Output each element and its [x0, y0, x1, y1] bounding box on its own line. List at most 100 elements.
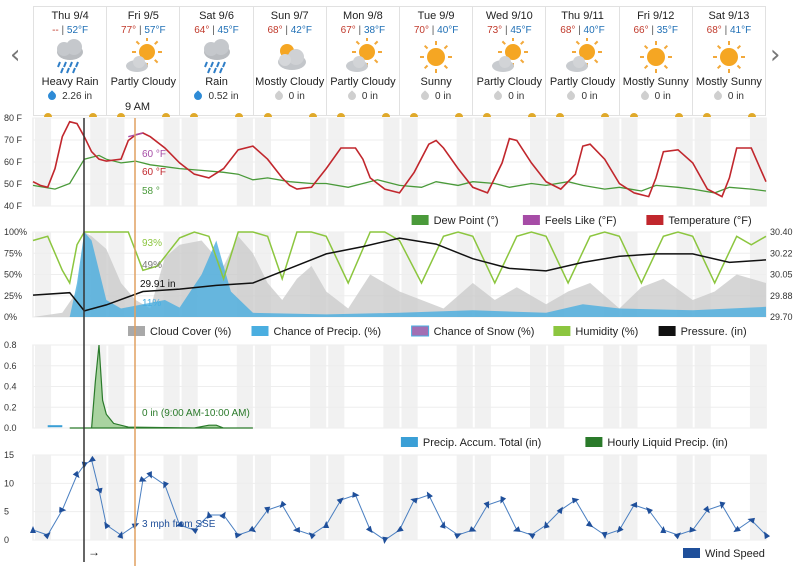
- sunrise-icon: [336, 113, 345, 117]
- day-condition: Rain: [205, 76, 228, 88]
- hourly-precip-area: [69, 344, 253, 429]
- day-card[interactable]: Thu 9/4 -- | 52°F Heavy Rain 2.26 in: [34, 7, 108, 117]
- night-band: [529, 455, 547, 540]
- y-tick-label: 75%: [4, 248, 22, 258]
- wind-arrow-icon: [660, 526, 667, 534]
- day-condition: Partly Cloudy: [110, 76, 177, 88]
- sunrise-sunset-marks: [327, 113, 399, 119]
- sunrise-icon: [556, 113, 565, 117]
- humidity-line: [32, 231, 767, 286]
- day-date: Sat 9/6: [199, 10, 234, 22]
- night-band: [236, 455, 253, 540]
- day-precip: 0 in: [620, 90, 692, 103]
- day-date: Fri 9/5: [127, 10, 159, 22]
- temp-separator: |: [502, 25, 511, 36]
- sunrise-sunset-marks: [546, 113, 618, 119]
- wind-arrow-icon: [483, 501, 490, 509]
- y-tick-label: 0.2: [4, 402, 17, 412]
- pressure-line: [32, 237, 767, 312]
- wind-arrow-icon: [175, 521, 184, 527]
- day-temps: 68° | 42°F: [254, 25, 326, 36]
- sunset-icon: [601, 113, 610, 117]
- day-card[interactable]: Fri 9/5 77° | 57°F Partly Cloudy: [107, 7, 181, 117]
- low-temp: 40°F: [583, 25, 605, 36]
- y-tick-label: 29.70: [770, 312, 793, 322]
- night-band: [401, 455, 418, 540]
- temp-separator: |: [648, 25, 657, 36]
- precip-chance-area: [33, 232, 766, 317]
- day-precip: 0.52 in: [180, 90, 252, 103]
- partly-cloudy-icon: [473, 37, 545, 76]
- low-temp: 41°F: [729, 25, 752, 36]
- wind-arrow-icon: [43, 532, 51, 540]
- legend-swatch: [411, 325, 430, 337]
- day-precip: 2.26 in: [34, 90, 106, 103]
- legend-label: Temperature (°F): [668, 215, 751, 227]
- annotation-label: 60 °F: [142, 149, 166, 160]
- day-card[interactable]: Tue 9/9 70° | 40°F Sunny 0 in: [400, 7, 474, 117]
- high-temp: 70°: [413, 25, 429, 36]
- high-temp: 64°: [194, 25, 210, 36]
- wind-arrow-icon: [733, 525, 741, 533]
- y-tick-label: 50%: [4, 270, 22, 280]
- day-card[interactable]: Sun 9/7 68° | 42°F Mostly Cloudy 0 in: [254, 7, 327, 117]
- annotation-label: 93%: [142, 238, 162, 249]
- previous-arrow-icon[interactable]: ‹: [10, 40, 21, 70]
- night-band: [108, 455, 125, 540]
- y-tick-label: 80 F: [4, 113, 23, 123]
- wind-arrow-icon: [206, 511, 213, 519]
- day-precip: 0 in: [327, 90, 399, 103]
- sunset-icon: [381, 113, 390, 117]
- sunny-icon: [400, 38, 472, 76]
- legend-label: Humidity (%): [575, 326, 638, 338]
- legend-swatch: [683, 548, 700, 558]
- wind-arrow-icon: [719, 501, 726, 509]
- day-card[interactable]: Mon 9/8 67° | 38°F Partly Cloudy 0 in: [327, 7, 401, 117]
- temp-separator: |: [721, 25, 730, 36]
- day-card[interactable]: Sat 9/13 68° | 41°F Mostly Sunny 0 in: [693, 7, 765, 117]
- sunset-icon: [455, 113, 464, 117]
- night-band: [383, 455, 400, 540]
- day-card[interactable]: Thu 9/11 68° | 40°F Partly Cloudy 0 in: [546, 7, 620, 117]
- night-band: [694, 455, 711, 540]
- annotation-label: 60 °F: [142, 167, 166, 178]
- high-temp: 68°: [267, 25, 283, 36]
- y-tick-label: 25%: [4, 291, 22, 301]
- day-condition: Heavy Rain: [41, 76, 99, 88]
- partly-cloudy-icon: [107, 37, 179, 76]
- day-card[interactable]: Wed 9/10 73° | 45°F Partly Cloudy 0 in: [473, 7, 547, 117]
- wind-arrow-icon: [95, 487, 103, 494]
- high-temp: 77°: [121, 25, 137, 36]
- wind-arrow-icon: [104, 521, 111, 530]
- legend-label: Chance of Snow (%): [434, 326, 535, 338]
- legend-swatch: [585, 437, 603, 447]
- sunset-icon: [162, 113, 171, 117]
- wind-arrow-icon: [764, 531, 771, 540]
- night-band: [474, 455, 491, 540]
- sunset-icon: [674, 113, 683, 117]
- next-arrow-icon[interactable]: ›: [770, 40, 781, 70]
- wind-direction-arrow-icon: →: [88, 545, 100, 559]
- legend-label: Feels Like (°F): [545, 215, 617, 227]
- wind-arrow-icon: [571, 497, 580, 504]
- day-precip-amount: 0 in: [581, 91, 598, 102]
- sunrise-icon: [410, 113, 419, 117]
- wind-arrow-icon: [163, 481, 169, 489]
- low-temp: 52°F: [66, 25, 89, 36]
- day-temps: 64° | 45°F: [180, 25, 252, 36]
- day-temps: 77° | 57°F: [107, 25, 179, 36]
- sunrise-icon: [483, 113, 492, 117]
- day-card[interactable]: Sat 9/6 64° | 45°F Rain 0.52 in: [180, 7, 254, 117]
- temp-separator: |: [136, 25, 145, 36]
- day-card[interactable]: Fri 9/12 66° | 35°F Mostly Sunny 0 in: [620, 7, 693, 117]
- day-precip-amount: 0.52 in: [208, 91, 239, 102]
- legend-label: Dew Point (°): [434, 215, 499, 227]
- sunrise-icon: [44, 113, 52, 117]
- wind-arrow-icon: [248, 525, 257, 533]
- day-precip-amount: 0 in: [435, 91, 452, 102]
- wind-arrow-icon: [117, 531, 124, 539]
- high-temp: --: [52, 25, 59, 36]
- hover-time-label: 9 AM: [123, 101, 153, 113]
- annotation-label: 11%: [142, 298, 161, 309]
- legend-swatch: [553, 326, 571, 336]
